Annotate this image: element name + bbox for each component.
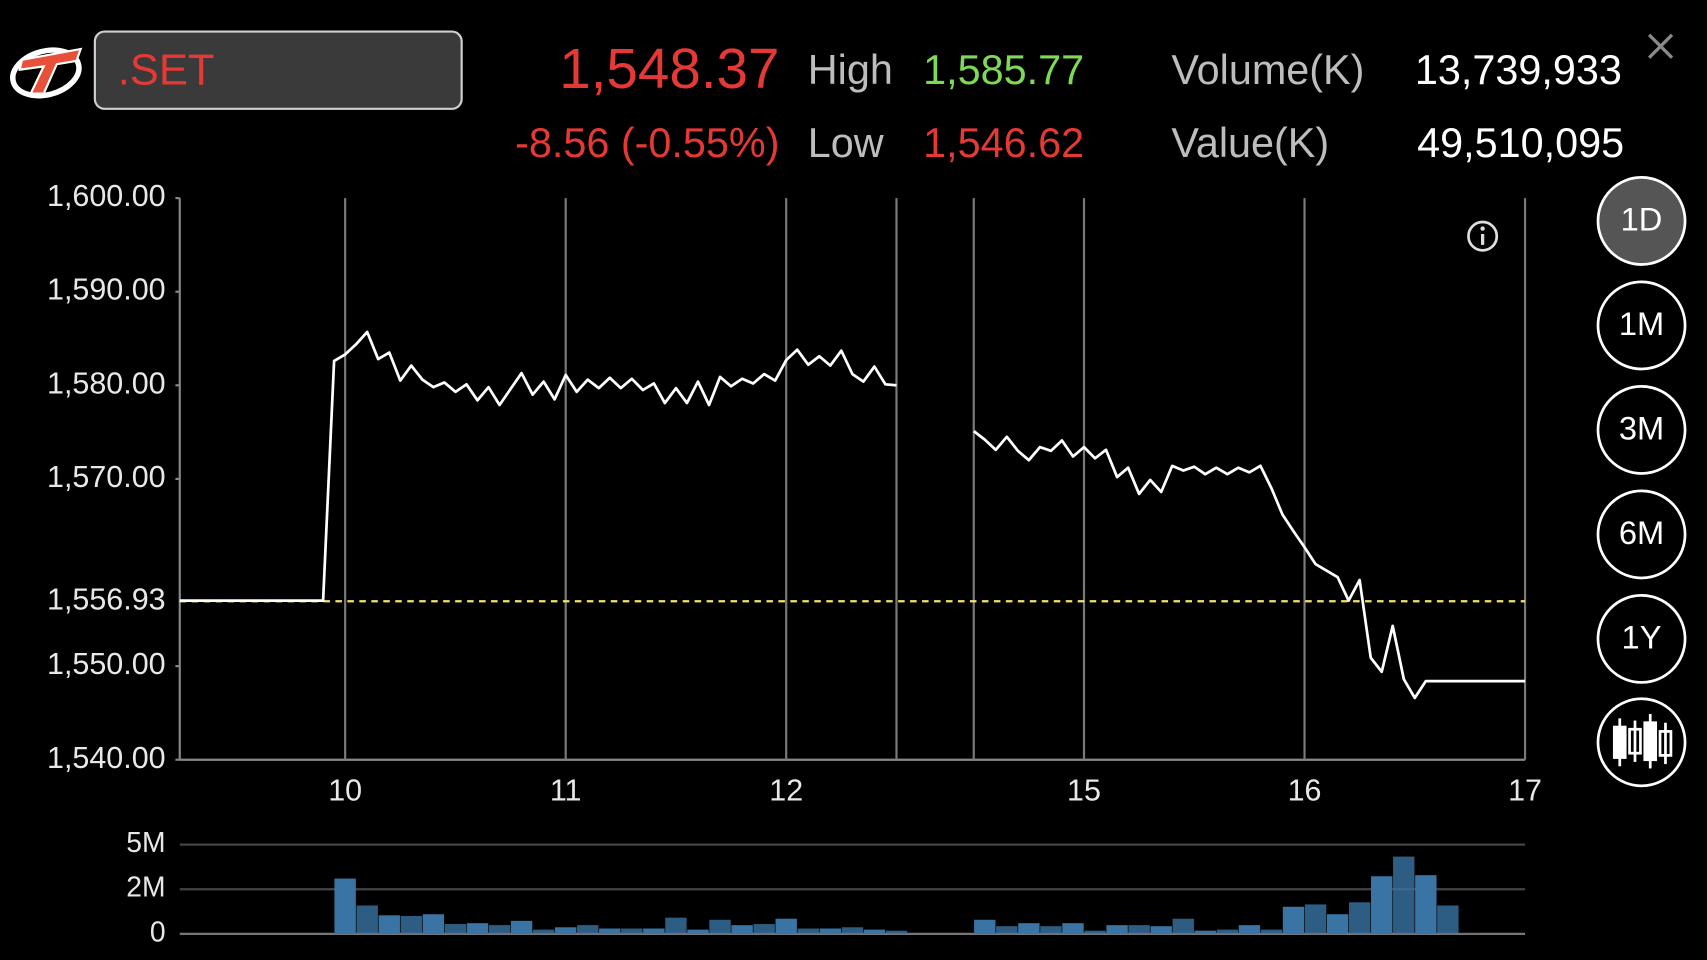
period-button[interactable] xyxy=(1596,176,1687,266)
value-label: Value(K) xyxy=(1171,120,1329,166)
volume-bar xyxy=(334,878,356,934)
x-tick-label: 15 xyxy=(1067,773,1101,807)
volume-bar xyxy=(797,928,819,934)
symbol: .SET xyxy=(118,46,215,94)
volume-bar xyxy=(621,928,643,934)
volume-bar xyxy=(510,920,533,934)
volume-bar xyxy=(1304,904,1327,934)
volume-bar xyxy=(1216,929,1239,934)
low-value: 1,546.62 xyxy=(923,120,1084,166)
volume-bar xyxy=(709,919,731,934)
price-line xyxy=(972,430,1526,700)
change: -8.56 (-0.55%) xyxy=(515,120,779,166)
y-tick-label: 1,600.00 xyxy=(47,179,166,213)
volume-bar xyxy=(1459,932,1481,934)
volume-bar xyxy=(356,905,378,934)
price-line xyxy=(179,330,897,602)
y-tick-label: 1,550.00 xyxy=(47,647,166,681)
volume-bar xyxy=(643,928,665,934)
period-button[interactable] xyxy=(1596,385,1687,475)
period-label: 1D xyxy=(1621,201,1663,238)
volume-bar xyxy=(996,926,1018,934)
volume-bar xyxy=(378,915,400,934)
high-label: High xyxy=(808,47,893,93)
period-button[interactable] xyxy=(1596,489,1687,580)
period-label: 3M xyxy=(1619,410,1664,447)
volume-bar xyxy=(1371,876,1393,934)
volume-bar xyxy=(1437,905,1459,934)
reference-label: 1,556.93 xyxy=(47,582,166,616)
volume-bar xyxy=(1393,856,1415,934)
volume-bar xyxy=(1062,923,1084,934)
high-value: 1,585.77 xyxy=(923,47,1084,93)
info-icon[interactable] xyxy=(1467,220,1499,252)
x-tick-label: 17 xyxy=(1508,773,1542,807)
value-value: 49,510,095 xyxy=(1417,120,1624,166)
volume-bar xyxy=(775,918,797,934)
volume-bar xyxy=(819,928,842,934)
candle-button[interactable] xyxy=(1596,697,1687,788)
volume-bar xyxy=(687,929,709,934)
x-tick-label: 11 xyxy=(550,773,582,807)
logo xyxy=(10,47,83,99)
period-label: 1M xyxy=(1619,305,1664,342)
volume-bar xyxy=(1238,925,1261,934)
y-tick-label: 0 xyxy=(150,915,166,947)
volume-bar xyxy=(841,927,864,934)
volume-bar xyxy=(466,923,489,934)
low-label: Low xyxy=(808,120,884,166)
volume-bar xyxy=(1172,918,1194,934)
volume-bar xyxy=(665,917,687,934)
y-tick-label: 1,570.00 xyxy=(47,460,166,494)
period-label: 6M xyxy=(1619,514,1664,551)
volume-bar xyxy=(554,927,577,934)
period-button[interactable] xyxy=(1596,280,1687,371)
volume-bar xyxy=(974,919,996,934)
close-button[interactable] xyxy=(1647,33,1674,59)
volume-bar xyxy=(1348,902,1371,934)
period-button[interactable] xyxy=(1596,594,1687,684)
volume-bar xyxy=(885,930,908,934)
volume-bar xyxy=(1128,925,1150,934)
volume-bar xyxy=(488,925,511,934)
volume-bar xyxy=(400,916,423,934)
volume-value: 13,739,933 xyxy=(1415,47,1622,93)
period-label: 1Y xyxy=(1622,619,1662,656)
volume-bar xyxy=(1106,925,1128,934)
volume-bar xyxy=(577,925,599,934)
volume-bar xyxy=(1018,923,1040,934)
volume-bar xyxy=(731,925,753,934)
volume-bar xyxy=(1040,926,1062,934)
volume-bar xyxy=(599,928,621,934)
volume-bar xyxy=(1282,906,1305,934)
volume-bar xyxy=(863,929,886,934)
volume-bar xyxy=(753,924,775,934)
volume-label: Volume(K) xyxy=(1171,47,1364,93)
x-tick-label: 12 xyxy=(769,773,803,807)
volume-bar xyxy=(444,924,467,934)
volume-bar xyxy=(1326,914,1349,934)
y-tick-label: 1,540.00 xyxy=(47,741,166,775)
y-tick-label: 1,590.00 xyxy=(47,273,166,307)
volume-bar xyxy=(1260,929,1283,934)
x-tick-label: 16 xyxy=(1288,773,1322,807)
symbol-box[interactable] xyxy=(93,30,463,110)
volume-bar xyxy=(532,929,555,934)
y-tick-label: 1,580.00 xyxy=(47,366,166,400)
volume-bar xyxy=(1194,930,1216,934)
volume-bar xyxy=(422,914,445,934)
volume-bar xyxy=(1415,875,1437,934)
last-price: 1,548.37 xyxy=(559,37,779,100)
x-tick-label: 10 xyxy=(328,773,362,807)
y-tick-label: 5M xyxy=(126,826,165,858)
y-tick-label: 2M xyxy=(126,871,165,903)
volume-bar xyxy=(1150,926,1172,934)
volume-bar xyxy=(1084,930,1106,934)
